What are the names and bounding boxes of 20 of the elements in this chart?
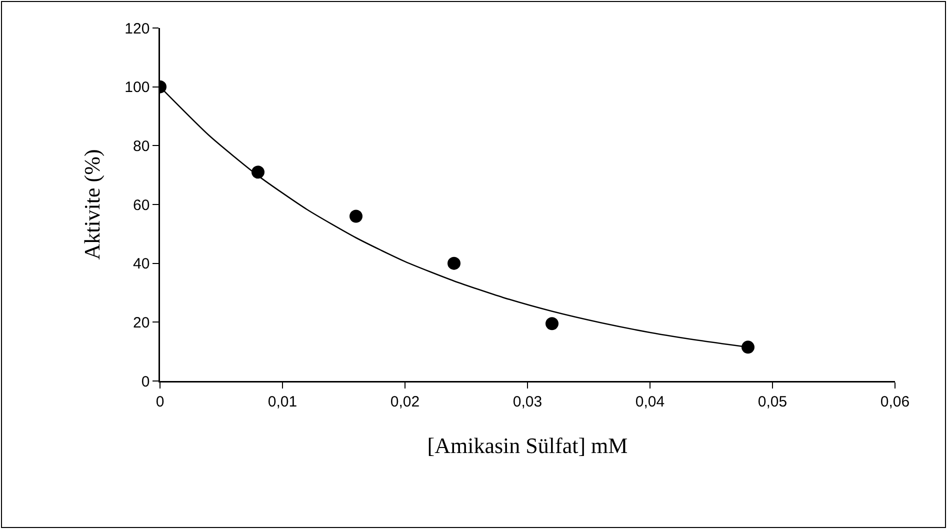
x-tick-label: 0 bbox=[156, 393, 164, 410]
x-tick-label: 0,02 bbox=[390, 393, 420, 410]
point bbox=[448, 256, 460, 270]
x-tick-label: 0,06 bbox=[880, 393, 910, 410]
x-tick-label: 0,04 bbox=[635, 393, 665, 410]
x-axis-title: [Amikasin Sülfat] mM bbox=[427, 433, 628, 458]
x-tick-label: 0,03 bbox=[512, 393, 542, 410]
y-tick-label: 100 bbox=[124, 79, 150, 96]
y-tick-label: 40 bbox=[133, 256, 150, 273]
y-tick-label: 80 bbox=[133, 138, 150, 155]
x-tick-label: 0,01 bbox=[268, 393, 298, 410]
point bbox=[546, 317, 558, 330]
y-axis-title: Aktivite (%) bbox=[80, 149, 105, 260]
y-tick-label: 120 bbox=[124, 20, 150, 38]
y-tick-label: 20 bbox=[133, 314, 150, 332]
y-tick-label: 60 bbox=[133, 196, 150, 214]
point bbox=[742, 340, 754, 354]
y-tick-label: 0 bbox=[141, 373, 150, 390]
point bbox=[350, 210, 362, 223]
x-tick-label: 0,05 bbox=[758, 393, 788, 410]
